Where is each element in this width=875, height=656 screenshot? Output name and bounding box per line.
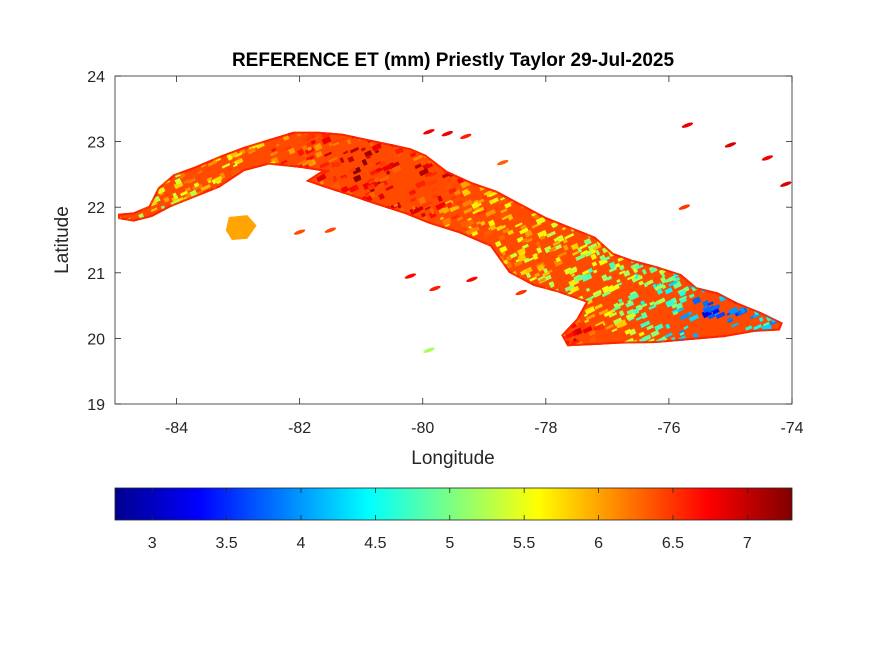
x-tick-label: -78 [534,420,557,437]
y-tick-label: 20 [87,331,105,348]
isla-de-la-juventud [225,215,257,240]
map-axes: -84 -82 -80 -78 -76 -74 19 20 21 22 23 24 [87,69,803,437]
x-tick-label: -76 [657,420,680,437]
cuba-landmass [118,131,783,347]
x-tick-label: -80 [411,420,434,437]
colorbar-tick-label: 4 [297,535,306,552]
colorbar-tick-label: 6 [594,535,603,552]
chart-title: REFERENCE ET (mm) Priestly Taylor 29-Jul… [232,50,674,71]
x-axis-label: Longitude [411,448,494,469]
x-tick-label: -82 [288,420,311,437]
x-tick-label: -84 [165,420,188,437]
cays [293,122,792,353]
colorbar-tick-label: 5 [445,535,454,552]
colorbar-tick-label: 6.5 [662,535,684,552]
y-tick-label: 22 [87,200,105,217]
colorbar-tick-label: 3 [148,535,157,552]
y-tick-label: 21 [87,266,105,283]
cuba-main-island [118,131,783,347]
y-tick-label: 24 [87,69,105,86]
colorbar: 3 3.5 4 4.5 5 5.5 6 6.5 7 [114,487,793,552]
colorbar-gradient [114,487,793,521]
colorbar-tick-label: 4.5 [364,535,386,552]
plot-frame [114,75,793,405]
x-tick-label: -74 [780,420,803,437]
y-tick-label: 23 [87,135,105,152]
y-axis-label: Latitude [52,206,73,274]
colorbar-tick-label: 7 [743,535,752,552]
colorbar-tick-label: 3.5 [215,535,237,552]
y-tick-label: 19 [87,397,105,414]
colorbar-tick-label: 5.5 [513,535,535,552]
